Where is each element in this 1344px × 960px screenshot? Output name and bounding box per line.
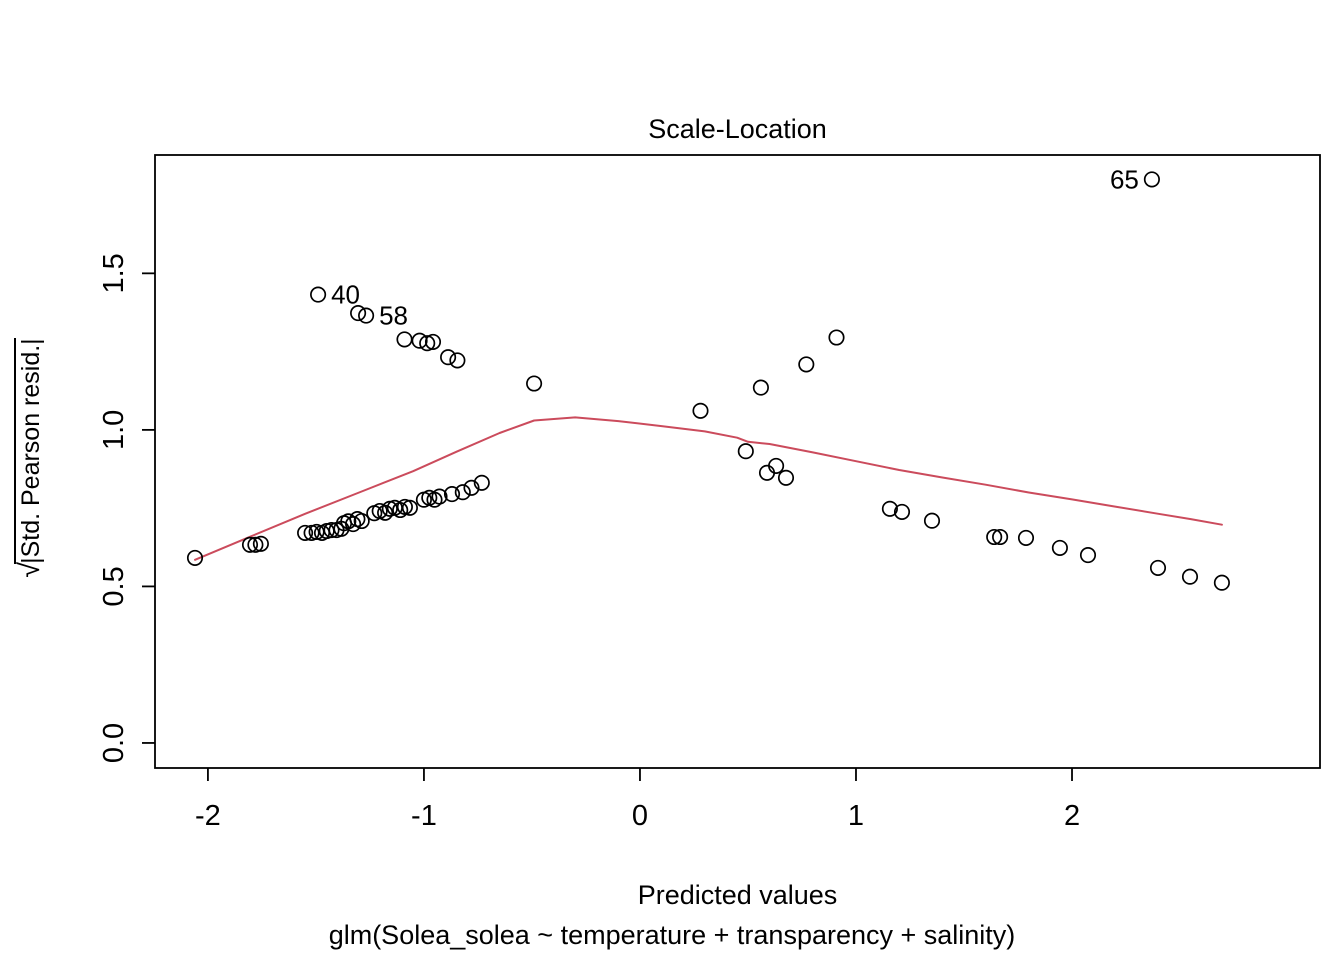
data-point — [526, 375, 543, 392]
data-point — [392, 501, 409, 519]
data-point — [1051, 539, 1068, 556]
data-point — [345, 516, 362, 533]
data-point — [768, 457, 785, 474]
x-axis-tick-label: -2 — [195, 800, 221, 832]
x-axis-tick-label: 2 — [1064, 800, 1080, 832]
data-point — [297, 524, 314, 541]
point-label-65: 65 — [1110, 164, 1139, 194]
data-point — [454, 484, 471, 501]
data-point — [401, 499, 418, 516]
data-point — [1181, 568, 1199, 585]
data-point-40 — [310, 286, 327, 303]
data-point — [247, 536, 264, 553]
data-point — [828, 329, 845, 346]
data-point — [881, 500, 898, 517]
data-point — [443, 486, 461, 503]
data-point — [419, 335, 436, 352]
data-point — [923, 512, 941, 529]
data-point — [737, 443, 754, 460]
point-label-58: 58 — [379, 301, 408, 331]
x-axis-title: Predicted values — [637, 880, 838, 910]
data-point — [798, 356, 815, 373]
data-point — [1079, 547, 1097, 564]
data-point — [411, 332, 428, 349]
x-axis-tick-label: 1 — [848, 800, 864, 832]
data-point — [463, 479, 480, 496]
data-point — [396, 331, 413, 348]
data-point-65 — [1143, 171, 1160, 188]
data-point — [893, 503, 911, 520]
data-point — [986, 528, 1003, 546]
y-axis-tick-label: 0.5 — [98, 566, 130, 606]
point-label-40: 40 — [331, 280, 360, 310]
y-axis-tick-label: 0.0 — [98, 723, 130, 763]
smooth-line — [194, 416, 1223, 561]
data-point — [377, 504, 394, 521]
data-point — [431, 488, 448, 505]
data-point — [424, 333, 442, 350]
data-point — [186, 549, 204, 566]
data-point — [1017, 529, 1035, 546]
data-point — [692, 402, 709, 419]
model-subtitle: glm(Solea_solea ~ temperature + transpar… — [328, 920, 1016, 950]
data-point — [752, 379, 769, 396]
data-point — [1149, 559, 1167, 576]
data-point — [449, 352, 466, 369]
data-point — [241, 536, 259, 553]
plot-border — [154, 154, 1321, 769]
x-axis-tick-label: 0 — [632, 800, 648, 832]
data-point — [252, 535, 269, 552]
y-axis-tick-label: 1.0 — [98, 410, 130, 450]
x-axis-tick-label: -1 — [411, 800, 437, 832]
data-point — [440, 349, 457, 366]
y-axis-tick-label: 1.5 — [98, 253, 130, 293]
data-point — [353, 512, 370, 530]
data-point — [323, 522, 340, 539]
data-point — [992, 528, 1009, 546]
plot-title: Scale-Location — [648, 114, 827, 144]
data-point — [777, 469, 795, 486]
data-point — [350, 305, 367, 322]
data-point — [473, 474, 490, 491]
data-point-58 — [358, 307, 375, 324]
data-point — [1213, 574, 1230, 591]
data-point — [426, 491, 443, 508]
